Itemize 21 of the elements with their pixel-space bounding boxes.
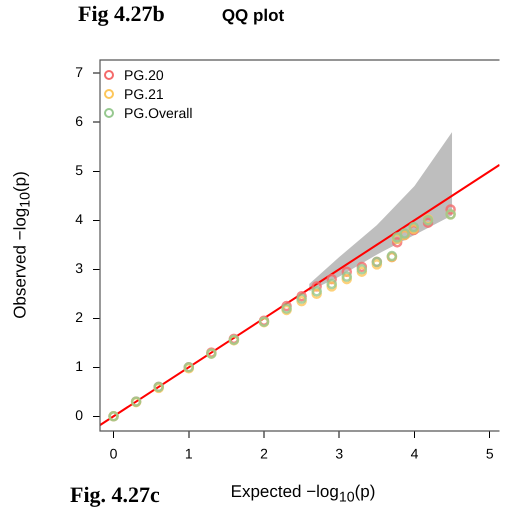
y-tick-label: 6 <box>75 113 84 130</box>
chart-title: QQ plot <box>222 6 284 25</box>
y-tick-label: 1 <box>75 358 84 374</box>
legend-label: PG.Overall <box>124 105 192 121</box>
legend-label: PG.20 <box>124 67 164 83</box>
y-tick-label: 0 <box>75 407 84 424</box>
y-tick-label: 3 <box>75 260 84 276</box>
x-tick-label: 5 <box>486 445 494 462</box>
legend-label: PG.21 <box>124 86 164 102</box>
caption: Fig. 4.27c <box>70 482 160 508</box>
caption: Fig 4.27b <box>78 1 165 27</box>
x-tick-label: 2 <box>260 445 268 462</box>
x-tick-label: 3 <box>335 445 344 462</box>
x-tick-label: 0 <box>110 445 118 462</box>
y-tick-label: 4 <box>75 211 84 228</box>
x-tick-label: 1 <box>184 445 193 462</box>
y-tick-label: 2 <box>75 309 84 326</box>
y-tick-label: 5 <box>75 162 84 178</box>
x-axis-title: Expected −log$_{10}$(p) <box>230 482 376 506</box>
x-tick-label: 4 <box>410 445 419 462</box>
y-tick-label: 7 <box>75 64 84 80</box>
